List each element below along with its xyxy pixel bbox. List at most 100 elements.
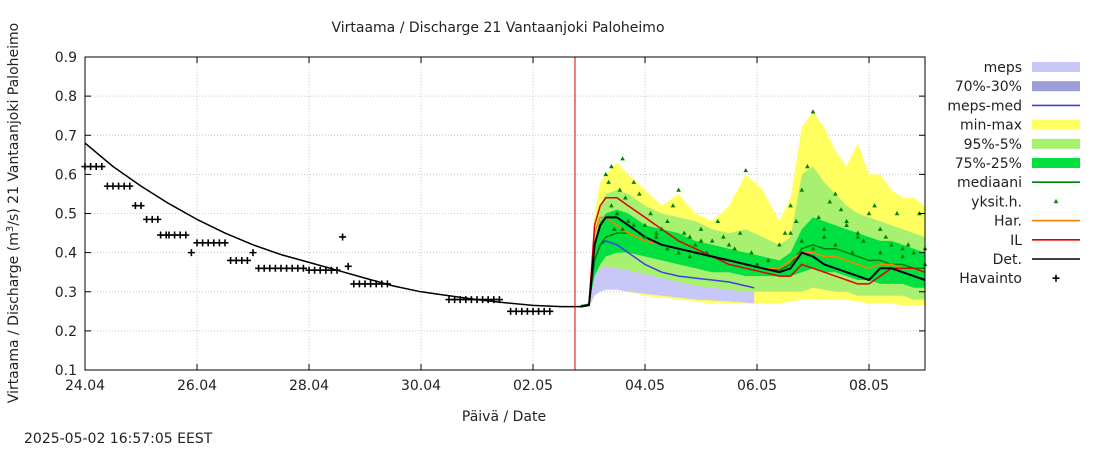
yksit-marker [620, 226, 625, 231]
yksit-marker [855, 234, 861, 239]
yksit-marker [821, 234, 827, 239]
yksit-marker [631, 222, 637, 227]
havainto-marker [546, 307, 554, 315]
x-tick-label: 24.04 [65, 378, 105, 394]
x-tick-label: 28.04 [289, 378, 329, 394]
yksit-marker [799, 238, 805, 243]
x-axis-label: Päivä / Date [462, 409, 546, 425]
legend-label: IL [1010, 233, 1022, 249]
yksit-marker [777, 242, 782, 247]
band-meps [580, 266, 755, 308]
yksit-marker [810, 246, 816, 251]
x-tick-label: 26.04 [177, 378, 217, 394]
yksit-marker [872, 203, 877, 208]
yksit-marker [611, 226, 617, 231]
markers [81, 109, 928, 315]
x-tick-label: 30.04 [401, 378, 441, 394]
yksit-marker [653, 230, 659, 235]
havainto-marker [344, 262, 352, 270]
y-tick-label: 0.1 [55, 363, 77, 379]
legend-swatch [1032, 62, 1080, 72]
yksit-marker [799, 187, 805, 192]
havainto-marker [299, 264, 307, 272]
yksit-marker [653, 234, 659, 239]
yksit-marker [844, 218, 849, 224]
yksit-marker [614, 211, 620, 216]
x-tick-label: 02.05 [513, 378, 553, 394]
havainto-marker [154, 215, 162, 223]
yksit-marker [617, 187, 623, 192]
legend: meps 70%-30% meps-med min-max 95%-5% 75%-25% m… [947, 60, 1080, 287]
yksit-marker [905, 242, 911, 247]
legend-label: mediaani [957, 175, 1022, 191]
yksit-marker [623, 195, 628, 200]
legend-label: 70%-30% [955, 79, 1022, 95]
x-tick-label: 06.05 [737, 378, 777, 394]
havainto-marker [187, 249, 195, 257]
legend-swatch [1052, 274, 1060, 282]
havainto-marker [98, 163, 106, 171]
yksit-marker [715, 218, 721, 224]
yksit-marker [625, 218, 631, 224]
havainto-marker [339, 233, 347, 241]
y-tick-label: 0.6 [55, 167, 77, 183]
yksit-marker [665, 246, 670, 251]
legend-label: Det. [993, 252, 1022, 268]
yksit-marker [877, 250, 883, 255]
yksit-marker [721, 234, 726, 239]
yksit-marker [609, 164, 614, 169]
yksit-marker [631, 179, 637, 184]
yksit-marker [889, 242, 894, 247]
yksit-marker [670, 203, 676, 208]
yksit-marker [838, 207, 844, 212]
legend-label: meps-med [947, 98, 1022, 114]
legend-swatch [1032, 138, 1080, 149]
y-tick-label: 0.4 [55, 246, 77, 262]
legend-label: min-max [960, 118, 1022, 134]
havainto-marker [383, 280, 391, 288]
y-axis-label-suffix: /s) 21 Vantaanjoki Paloheimo [6, 23, 22, 226]
yksit-marker [687, 234, 693, 239]
yksit-marker [732, 246, 737, 251]
yksit-marker [648, 211, 653, 216]
yksit-marker [861, 238, 866, 243]
yksit-marker [637, 191, 642, 196]
yksit-marker [827, 199, 833, 204]
yksit-marker [855, 230, 861, 235]
yksit-marker [911, 250, 917, 255]
legend-label: meps [984, 60, 1022, 76]
yksit-marker [805, 164, 810, 169]
legend-label: 75%-25% [955, 156, 1022, 172]
yksit-marker [709, 238, 715, 243]
yksit-marker [693, 242, 698, 247]
havainto-marker [221, 239, 229, 247]
series-lines [84, 57, 926, 370]
legend-label: yksit.h. [971, 194, 1022, 210]
yksit-marker [726, 242, 732, 247]
havainto-marker [243, 256, 251, 264]
yksit-marker [793, 218, 799, 224]
yksit-marker [883, 234, 889, 239]
yksit-marker [821, 226, 827, 231]
havainto-marker [126, 182, 134, 190]
line-il [580, 197, 926, 308]
yksit-marker [782, 230, 788, 235]
y-tick-label: 0.7 [55, 128, 77, 144]
yksit-marker [788, 203, 793, 208]
y-tick-label: 0.8 [55, 89, 77, 105]
yksit-marker [765, 257, 771, 263]
timestamp-footer: 2025-05-02 16:57:05 EEST [24, 431, 213, 447]
legend-label: 95%-5% [964, 137, 1022, 153]
y-tick-label: 0.5 [55, 207, 77, 223]
yksit-marker [737, 230, 743, 235]
yksit-marker [844, 222, 849, 227]
yksit-marker [603, 171, 609, 177]
yksit-marker [816, 214, 821, 220]
yksit-marker [665, 218, 670, 224]
legend-swatch [1032, 119, 1080, 130]
line-det [580, 216, 926, 308]
y-tick-label: 0.2 [55, 324, 77, 340]
yksit-marker [866, 211, 872, 216]
yksit-marker [609, 203, 614, 208]
